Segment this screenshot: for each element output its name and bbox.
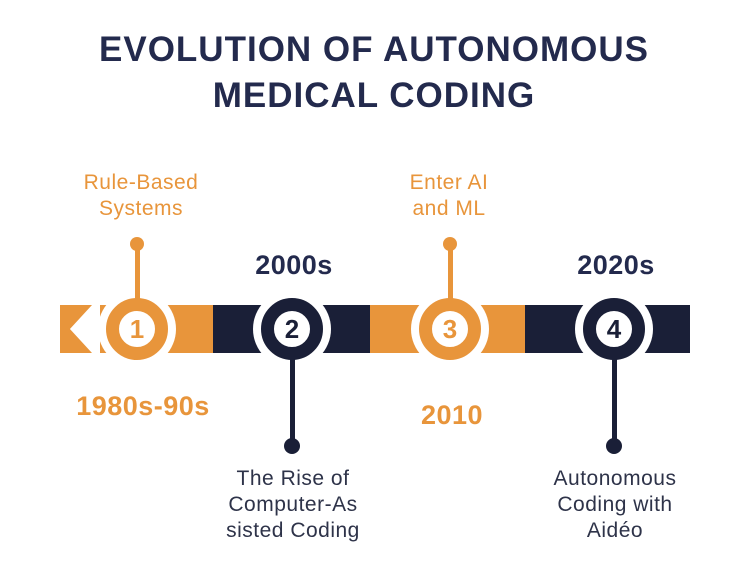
milestone-2-label: The Rise of Computer-As sisted Coding (226, 466, 360, 544)
milestone-4-number: 4 (606, 313, 622, 344)
page-title-line-1: EVOLUTION OF AUTONOMOUS (99, 30, 649, 69)
milestone-2-label-line: The Rise of (236, 467, 350, 490)
milestone-1-label-line: Systems (98, 197, 184, 220)
milestone-3-era: 2010 (420, 400, 484, 430)
milestone-3-label-line: Enter AI (409, 171, 489, 194)
milestone-3-number: 3 (442, 313, 458, 344)
milestone-4-label-line: Aidéo (586, 519, 644, 542)
milestone-1-node: 1 (106, 298, 168, 360)
milestone-3-connector-dot (443, 237, 457, 251)
milestone-1-number: 1 (129, 313, 145, 344)
milestone-4-label-line: Coding with (557, 493, 673, 516)
milestone-4-label: Autonomous Coding with Aidéo (554, 466, 677, 544)
milestone-3-connector-stem (448, 244, 453, 305)
milestone-1-era: 1980s-90s (76, 391, 210, 421)
milestone-2-node: 2 (261, 298, 323, 360)
milestone-4-era: 2020s (577, 250, 655, 280)
milestone-3-label-line: and ML (412, 197, 486, 220)
milestone-2-label-line: sisted Coding (226, 519, 360, 542)
milestone-1-connector-stem (135, 244, 140, 305)
timeline-ribbon-tail (60, 305, 92, 353)
milestone-2-era: 2000s (255, 250, 333, 280)
milestone-3-label: Enter AI and ML (410, 170, 489, 222)
milestone-2-connector-stem (290, 347, 295, 445)
milestone-2-label-line: Computer-As (228, 493, 358, 516)
page-title: EVOLUTION OF AUTONOMOUS MEDICAL CODING (9, 27, 739, 119)
page-title-line-2: MEDICAL CODING (212, 76, 536, 115)
milestone-2-number: 2 (284, 313, 300, 344)
milestone-1-label: Rule-Based Systems (84, 170, 199, 222)
milestone-4-label-line: Autonomous (553, 467, 677, 490)
milestone-3-node: 3 (419, 298, 481, 360)
milestone-2-connector-dot (284, 438, 300, 454)
milestone-1-connector-dot (130, 237, 144, 251)
milestone-4-connector-stem (612, 347, 617, 445)
milestone-1-label-line: Rule-Based (83, 171, 199, 194)
milestone-4-connector-dot (606, 438, 622, 454)
